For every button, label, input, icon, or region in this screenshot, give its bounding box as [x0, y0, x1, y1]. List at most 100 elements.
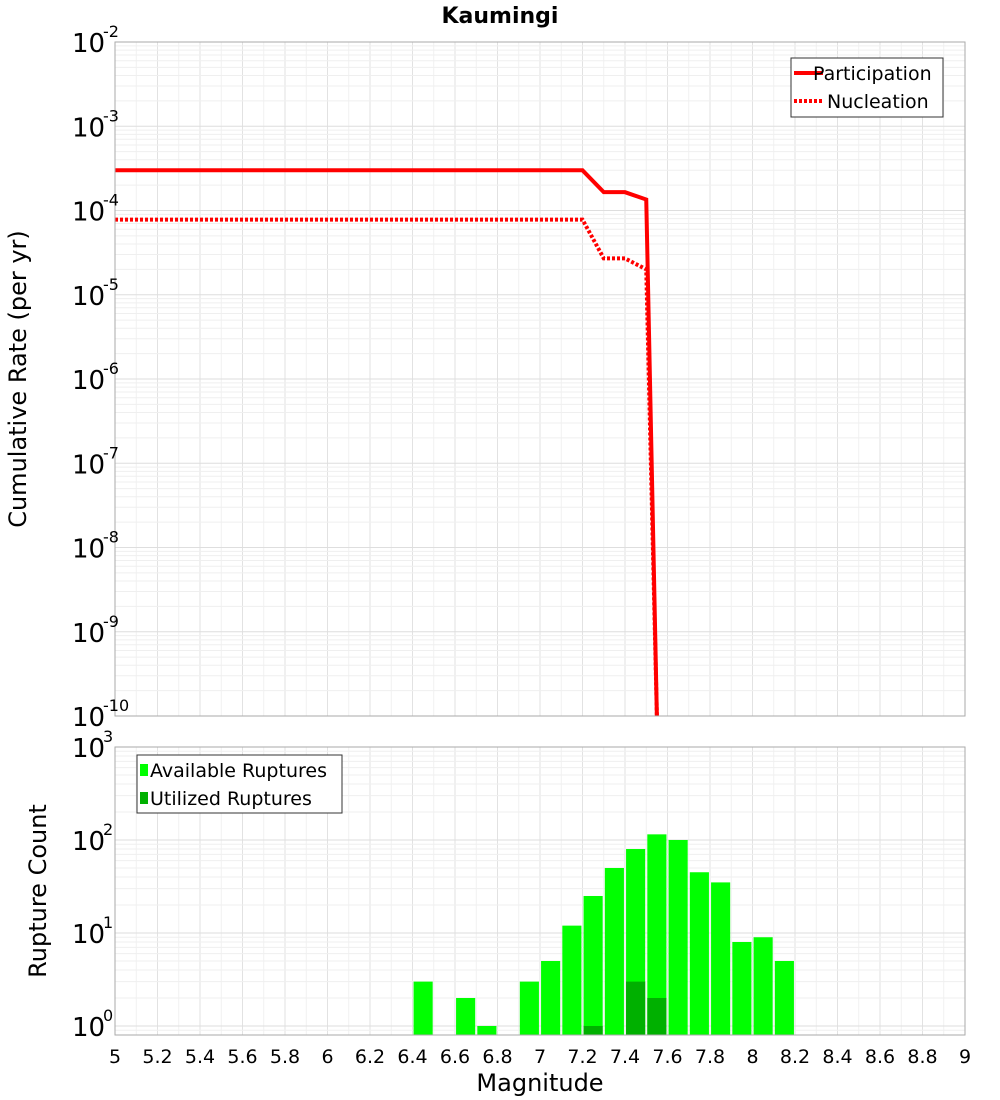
chart-title: Kaumingi: [442, 4, 559, 29]
available-rupture-bar: [604, 867, 624, 1035]
x-tick-label: 7: [534, 1046, 546, 1068]
top-legend-box: [790, 57, 944, 118]
x-tick-label: 8: [746, 1046, 758, 1068]
available-rupture-bar: [541, 960, 561, 1035]
x-tick-label: 5.6: [227, 1046, 257, 1068]
y-tick-base: 10: [72, 450, 105, 480]
x-tick-label: 6: [321, 1046, 333, 1068]
y-tick-base: 10: [72, 535, 105, 565]
x-axis-title: Magnitude: [476, 1069, 603, 1097]
legend-label-available: Available Ruptures: [150, 760, 327, 782]
utilized-rupture-bar: [583, 1025, 603, 1035]
x-tick-label: 8.4: [822, 1046, 852, 1068]
bottom-legend-box: [136, 754, 343, 814]
y-tick-base: 10: [72, 1013, 105, 1043]
y-tick-label: 10-5: [72, 275, 119, 312]
top-grid: [114, 42, 966, 717]
y-tick-base: 10: [72, 734, 105, 764]
x-tick-label: 6.6: [440, 1046, 470, 1068]
y-tick-exponent: 0: [103, 1006, 113, 1025]
y-tick-base: 10: [72, 113, 105, 143]
y-tick-base: 10: [72, 282, 105, 312]
y-tick-exponent: -4: [103, 191, 119, 210]
available-rupture-bar: [689, 872, 709, 1035]
x-tick-label: 7.6: [652, 1046, 682, 1068]
y-tick-label: 10-8: [72, 528, 119, 565]
y-tick-label: 100: [72, 1006, 113, 1043]
y-tick-label: 10-6: [72, 359, 119, 396]
x-tick-label: 6.8: [482, 1046, 512, 1068]
x-tick-label: 8.6: [865, 1046, 895, 1068]
y-tick-exponent: 1: [103, 913, 113, 932]
available-rupture-bar: [477, 1025, 497, 1035]
x-tick-label: 5.8: [270, 1046, 300, 1068]
y-tick-label: 10-7: [72, 443, 119, 480]
legend-swatch-utilized: [140, 792, 148, 804]
top-y-axis-title: Cumulative Rate (per yr): [4, 230, 32, 528]
series-line-participation: [115, 168, 659, 717]
y-tick-exponent: -8: [103, 528, 119, 547]
x-tick-label: 7.4: [610, 1046, 640, 1068]
legend-swatch-available: [140, 764, 148, 776]
available-rupture-bar: [711, 882, 731, 1035]
y-tick-exponent: -2: [103, 22, 119, 41]
y-tick-label: 10-2: [72, 22, 119, 59]
x-tick-label: 8.8: [907, 1046, 937, 1068]
available-rupture-bar: [456, 997, 476, 1035]
bottom-y-axis-title: Rupture Count: [24, 804, 52, 978]
available-rupture-bar: [519, 981, 539, 1035]
top-y-ticks: 10-210-310-410-510-610-710-810-910-10: [72, 22, 129, 733]
x-tick-label: 6.2: [355, 1046, 385, 1068]
x-tick-label: 5.4: [185, 1046, 215, 1068]
x-ticks: 5 5.2 5.4 5.6 5.8 6 6.2 6.4 6.6 6.8 7 7.2 7.4 7.6 7.8 8…: [109, 1046, 971, 1068]
top-legend: Participation Nucleation: [790, 57, 944, 118]
top-series: [115, 168, 659, 717]
y-tick-label: 101: [72, 913, 113, 950]
y-tick-base: 10: [72, 366, 105, 396]
available-rupture-bar: [753, 937, 773, 1035]
y-tick-base: 10: [72, 29, 105, 59]
legend-label-participation: Participation: [813, 63, 932, 85]
available-rupture-bar: [647, 834, 667, 1035]
available-rupture-bar: [413, 981, 433, 1035]
series-line-nucleation: [115, 217, 659, 717]
x-tick-label: 9: [959, 1046, 971, 1068]
utilized-rupture-bar: [647, 997, 667, 1035]
y-tick-label: 103: [72, 727, 113, 764]
legend-label-utilized: Utilized Ruptures: [150, 788, 312, 810]
legend-label-nucleation: Nucleation: [827, 91, 929, 113]
y-tick-exponent: -6: [103, 359, 119, 378]
available-rupture-bar: [774, 960, 794, 1035]
x-tick-label: 8.2: [780, 1046, 810, 1068]
utilized-rupture-bar: [626, 981, 646, 1035]
top-panel: 10-210-310-410-510-610-710-810-910-10 Cu…: [4, 22, 966, 733]
available-rupture-bar: [668, 839, 688, 1035]
available-rupture-bar: [732, 942, 752, 1035]
y-tick-exponent: 3: [103, 727, 113, 746]
x-tick-label: 5: [109, 1046, 121, 1068]
y-tick-base: 10: [72, 619, 105, 649]
bottom-plot-frame: [114, 746, 966, 1036]
y-tick-exponent: 2: [103, 820, 113, 839]
y-tick-exponent: -10: [103, 696, 129, 715]
top-plot-frame: [114, 41, 966, 717]
y-tick-exponent: -3: [103, 106, 119, 125]
bottom-bars: [413, 834, 794, 1035]
x-tick-label: 5.2: [142, 1046, 172, 1068]
y-tick-base: 10: [72, 703, 105, 733]
available-rupture-bar: [583, 895, 603, 1035]
y-tick-label: 10-9: [72, 612, 119, 649]
x-tick-label: 7.2: [567, 1046, 597, 1068]
y-tick-base: 10: [72, 827, 105, 857]
y-tick-label: 10-10: [72, 696, 129, 733]
y-tick-label: 10-3: [72, 106, 119, 143]
y-tick-exponent: -7: [103, 443, 119, 462]
bottom-legend: Available Ruptures Utilized Ruptures: [136, 754, 343, 814]
x-tick-label: 6.4: [397, 1046, 427, 1068]
y-tick-label: 102: [72, 820, 113, 857]
y-tick-exponent: -5: [103, 275, 119, 294]
y-tick-exponent: -9: [103, 612, 119, 631]
